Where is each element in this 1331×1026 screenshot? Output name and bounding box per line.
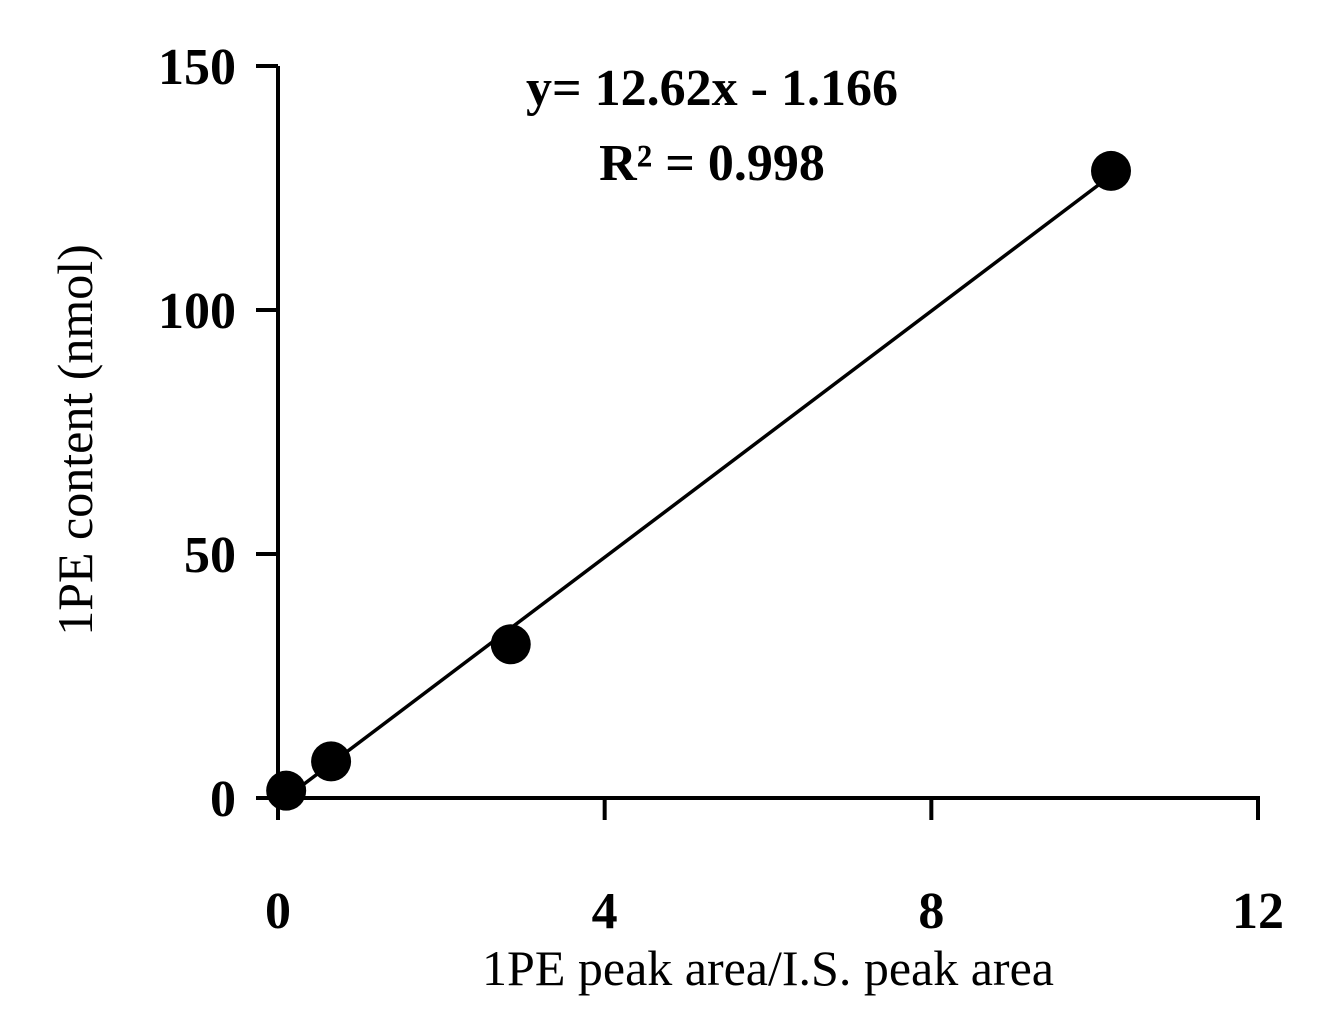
x-tick-label: 8 xyxy=(918,883,944,940)
y-tick-label: 50 xyxy=(184,527,236,584)
y-tick-label: 100 xyxy=(158,283,236,340)
data-point xyxy=(266,770,307,811)
data-points xyxy=(266,150,1131,811)
x-axis-title: 1PE peak area/I.S. peak area xyxy=(482,940,1054,996)
r-squared-label: R² = 0.998 xyxy=(599,135,825,192)
y-axis-title: 1PE content (nmol) xyxy=(47,244,103,636)
y-tick-label: 0 xyxy=(210,771,236,828)
ticks: 0 50 100 150 0 4 8 12 xyxy=(158,39,1284,940)
data-point xyxy=(311,741,352,782)
data-point xyxy=(1091,150,1131,191)
trendline-group xyxy=(285,174,1113,799)
equation-label: y= 12.62x - 1.166 xyxy=(526,60,898,117)
trendline xyxy=(285,174,1113,799)
x-tick-label: 0 xyxy=(265,883,291,940)
y-tick-label: 150 xyxy=(158,39,236,96)
data-point xyxy=(490,624,531,665)
axes xyxy=(276,66,1260,800)
x-tick-label: 4 xyxy=(592,883,618,940)
x-tick-label: 12 xyxy=(1232,883,1284,940)
